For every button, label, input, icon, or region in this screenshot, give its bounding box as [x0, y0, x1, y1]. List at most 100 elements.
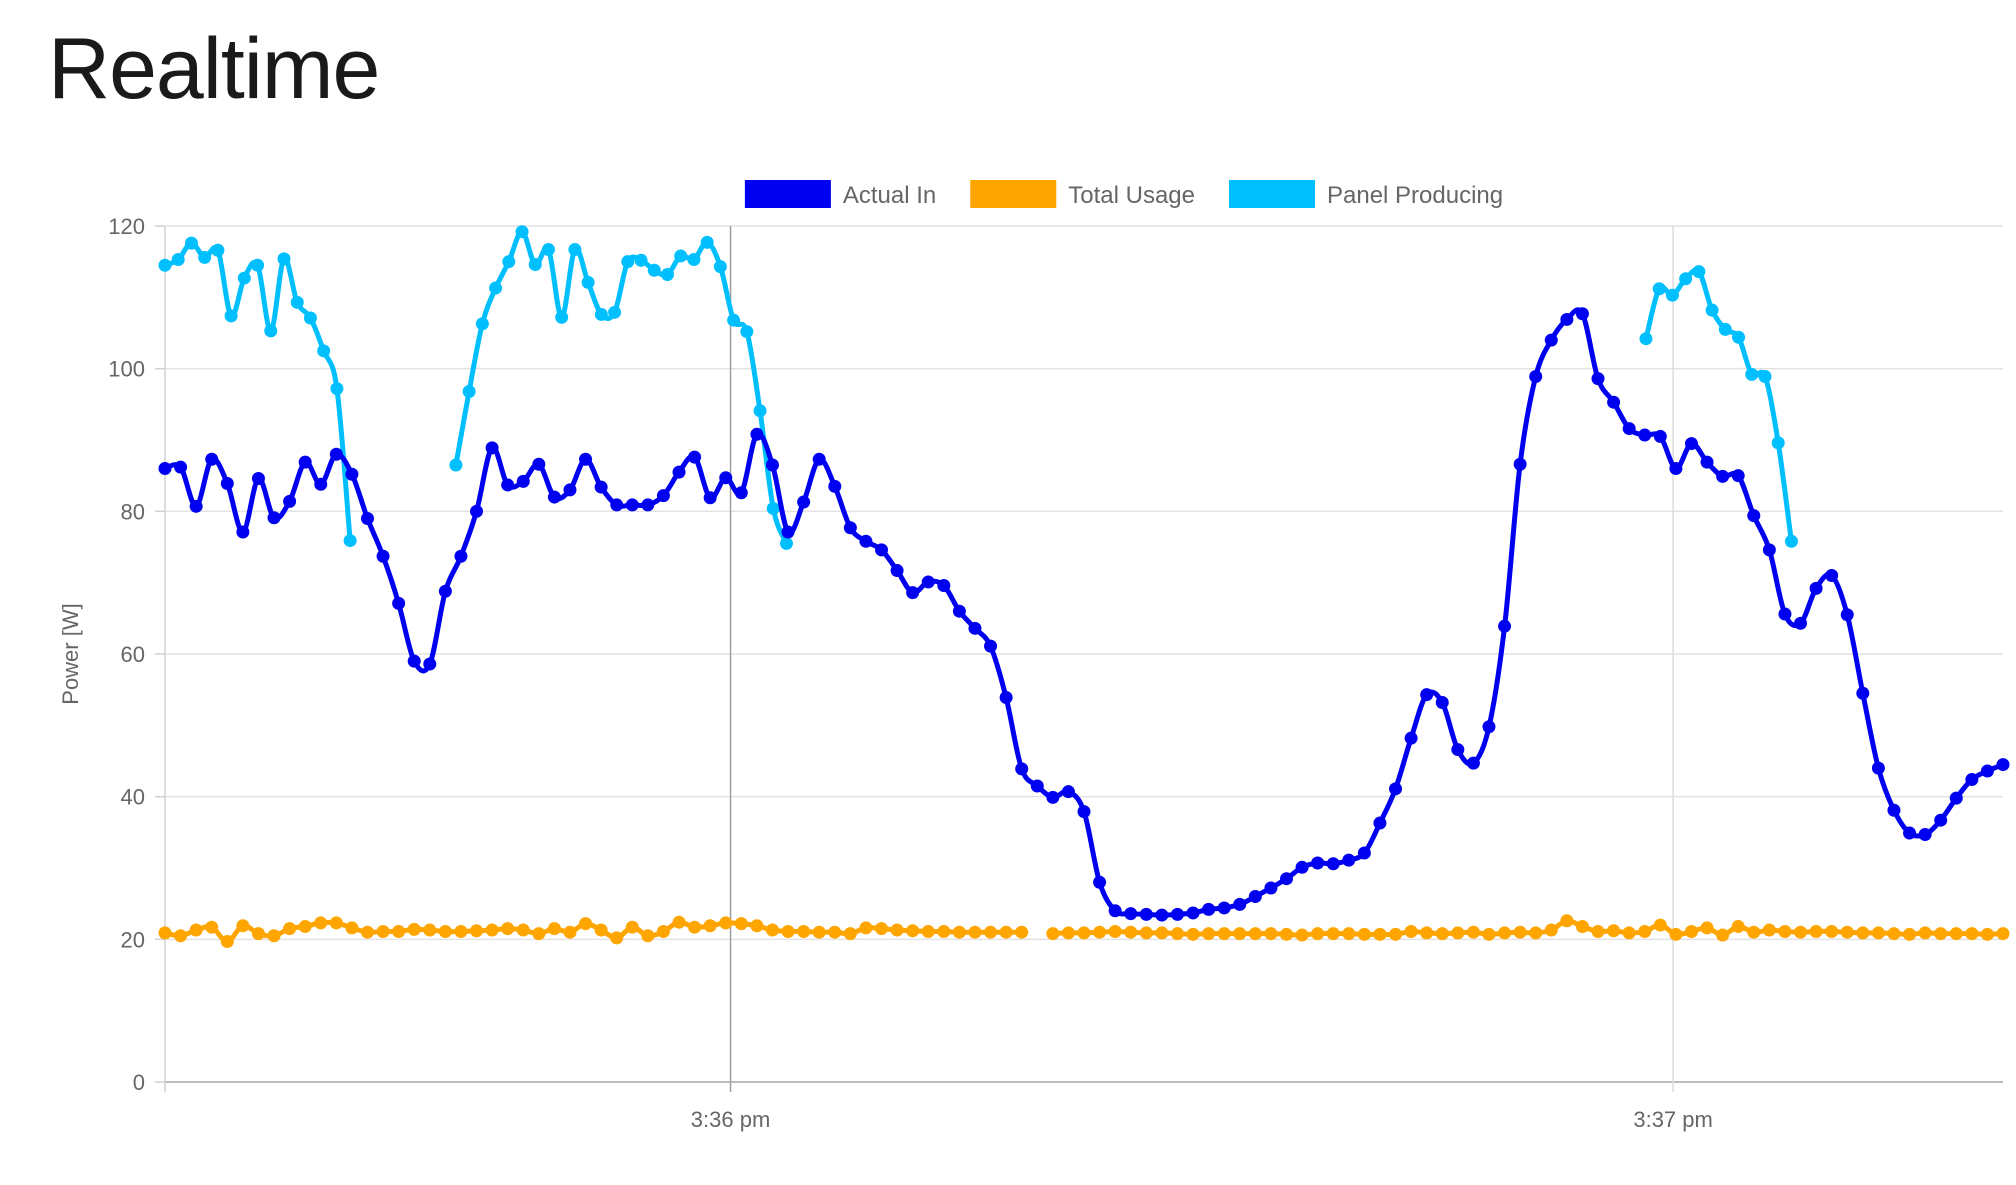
data-point-total-usage[interactable] [360, 925, 374, 939]
data-point-total-usage[interactable] [828, 925, 842, 939]
data-point-total-usage[interactable] [267, 929, 281, 943]
data-point-actual-in[interactable] [267, 511, 281, 525]
data-point-actual-in[interactable] [501, 478, 515, 492]
data-point-panel-producing[interactable] [1718, 322, 1732, 336]
data-point-actual-in[interactable] [236, 525, 250, 539]
data-point-actual-in[interactable] [423, 657, 437, 671]
data-point-total-usage[interactable] [1077, 926, 1091, 940]
data-point-actual-in[interactable] [952, 604, 966, 618]
data-point-actual-in[interactable] [1560, 312, 1574, 326]
data-point-total-usage[interactable] [1544, 923, 1558, 937]
data-point-total-usage[interactable] [532, 927, 546, 941]
data-point-total-usage[interactable] [1482, 927, 1496, 941]
data-point-total-usage[interactable] [1825, 924, 1839, 938]
data-point-total-usage[interactable] [999, 925, 1013, 939]
data-point-total-usage[interactable] [407, 922, 421, 936]
data-point-actual-in[interactable] [765, 458, 779, 472]
data-point-actual-in[interactable] [1700, 455, 1714, 469]
data-point-total-usage[interactable] [1669, 927, 1683, 941]
data-point-panel-producing[interactable] [528, 258, 542, 272]
data-point-total-usage[interactable] [1934, 927, 1948, 941]
data-point-actual-in[interactable] [360, 511, 374, 525]
data-point-total-usage[interactable] [1794, 925, 1808, 939]
data-point-actual-in[interactable] [1373, 816, 1387, 830]
data-point-actual-in[interactable] [1965, 773, 1979, 787]
data-point-panel-producing[interactable] [660, 268, 674, 282]
data-point-actual-in[interactable] [1077, 805, 1091, 819]
data-point-total-usage[interactable] [1061, 926, 1075, 940]
data-point-actual-in[interactable] [1529, 370, 1543, 384]
data-point-panel-producing[interactable] [766, 501, 780, 515]
data-point-actual-in[interactable] [1389, 782, 1403, 796]
legend-item-actual-in[interactable]: Actual In [744, 180, 936, 209]
data-point-total-usage[interactable] [719, 916, 733, 930]
data-point-total-usage[interactable] [1887, 927, 1901, 941]
data-point-actual-in[interactable] [392, 596, 406, 610]
data-point-actual-in[interactable] [1949, 791, 1963, 805]
data-point-total-usage[interactable] [921, 924, 935, 938]
data-point-total-usage[interactable] [641, 929, 655, 943]
data-point-actual-in[interactable] [329, 447, 343, 461]
data-point-total-usage[interactable] [1949, 927, 1963, 941]
data-point-actual-in[interactable] [1233, 897, 1247, 911]
data-point-actual-in[interactable] [1170, 907, 1184, 921]
data-point-total-usage[interactable] [1295, 928, 1309, 942]
data-point-total-usage[interactable] [1108, 924, 1122, 938]
data-point-panel-producing[interactable] [317, 344, 331, 358]
data-point-panel-producing[interactable] [515, 225, 529, 239]
data-point-actual-in[interactable] [1279, 872, 1293, 886]
data-point-actual-in[interactable] [1653, 429, 1667, 443]
data-point-total-usage[interactable] [843, 927, 857, 941]
data-point-total-usage[interactable] [345, 921, 359, 935]
data-point-actual-in[interactable] [1747, 509, 1761, 523]
data-point-actual-in[interactable] [298, 455, 312, 469]
data-point-panel-producing[interactable] [171, 253, 185, 267]
data-point-panel-producing[interactable] [211, 243, 225, 257]
data-point-actual-in[interactable] [174, 460, 188, 474]
data-point-actual-in[interactable] [703, 491, 717, 505]
data-point-panel-producing[interactable] [330, 382, 344, 396]
data-point-total-usage[interactable] [189, 923, 203, 937]
data-point-panel-producing[interactable] [1705, 303, 1719, 317]
data-point-actual-in[interactable] [283, 494, 297, 508]
data-point-actual-in[interactable] [781, 525, 795, 539]
data-point-total-usage[interactable] [890, 923, 904, 937]
data-point-actual-in[interactable] [1264, 881, 1278, 895]
data-point-total-usage[interactable] [1233, 927, 1247, 941]
data-point-panel-producing[interactable] [343, 534, 357, 548]
data-point-panel-producing[interactable] [158, 258, 172, 272]
data-point-actual-in[interactable] [625, 498, 639, 512]
data-point-total-usage[interactable] [859, 921, 873, 935]
chart-legend[interactable]: Actual In Total Usage Panel Producing [744, 180, 1503, 209]
data-point-actual-in[interactable] [1155, 908, 1169, 922]
data-point-total-usage[interactable] [205, 920, 219, 934]
data-point-actual-in[interactable] [859, 534, 873, 548]
data-point-total-usage[interactable] [1871, 926, 1885, 940]
data-point-total-usage[interactable] [470, 924, 484, 938]
data-point-actual-in[interactable] [1108, 904, 1122, 918]
data-point-actual-in[interactable] [1342, 853, 1356, 867]
data-point-actual-in[interactable] [1918, 827, 1932, 841]
data-point-actual-in[interactable] [220, 477, 234, 491]
data-point-total-usage[interactable] [1435, 927, 1449, 941]
data-point-panel-producing[interactable] [687, 253, 701, 267]
data-point-panel-producing[interactable] [727, 313, 741, 327]
data-point-actual-in[interactable] [1903, 826, 1917, 840]
data-point-total-usage[interactable] [174, 929, 188, 943]
data-point-actual-in[interactable] [656, 489, 670, 503]
data-point-panel-producing[interactable] [581, 275, 595, 289]
data-point-total-usage[interactable] [376, 924, 390, 938]
data-point-panel-producing[interactable] [608, 305, 622, 319]
data-point-actual-in[interactable] [1498, 619, 1512, 633]
data-point-total-usage[interactable] [454, 924, 468, 938]
data-point-panel-producing[interactable] [1758, 370, 1772, 384]
data-point-panel-producing[interactable] [779, 536, 793, 550]
data-point-panel-producing[interactable] [568, 243, 582, 257]
data-point-total-usage[interactable] [750, 919, 764, 933]
data-point-actual-in[interactable] [1840, 608, 1854, 622]
data-point-total-usage[interactable] [1373, 927, 1387, 941]
data-point-panel-producing[interactable] [1692, 265, 1706, 279]
data-point-actual-in[interactable] [1248, 890, 1262, 904]
data-point-actual-in[interactable] [1809, 581, 1823, 595]
data-point-panel-producing[interactable] [1732, 330, 1746, 344]
